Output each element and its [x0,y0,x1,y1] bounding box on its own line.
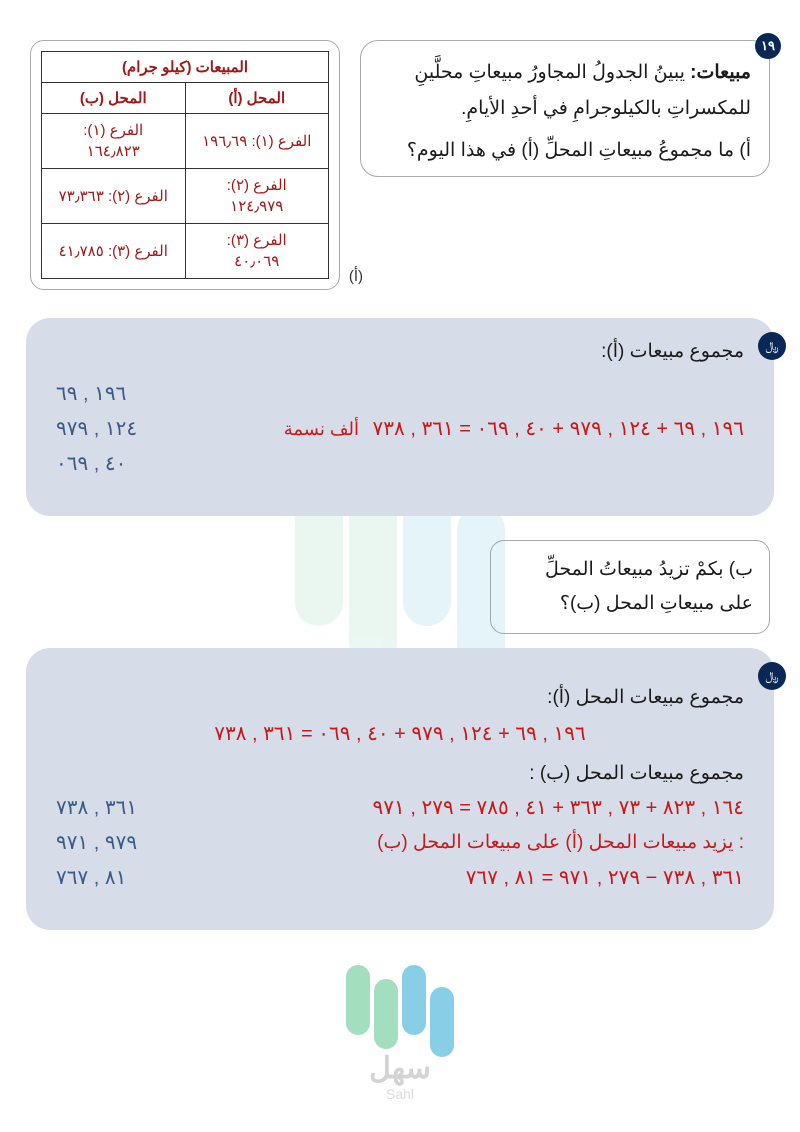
answer-b-title3: يزيد مبيعات المحل (أ) على مبيعات المحل (… [377,831,744,854]
equation-b3: ٣٦١ , ٧٣٨ − ٢٧٩ , ٩٧١ = ٨١ , ٧٦٧ [466,865,744,890]
col-header-a: المحل (أ) [185,83,329,114]
footer-sub: Sahl [386,1086,414,1102]
column-value: ٨١ , ٧٦٧ [56,865,126,890]
question-text: مبيعات: يبينُ الجدولُ المجاورُ مبيعاتِ م… [379,55,751,127]
col-header-b: المحل (ب) [42,83,186,114]
table-row: المحل (أ) المحل (ب) [42,83,329,114]
sub-question-a: أ) ما مجموعُ مبيعاتِ المحلِّ (أ) في هذا … [379,139,751,162]
footer-logo: سهل Sahl [346,965,454,1102]
column-value: ١٢٤ , ٩٧٩ [56,416,137,441]
table-row: الفرع (٢):١٢٤٫٩٧٩ الفرع (٢): ٧٣٫٣٦٣ [42,169,329,224]
footer-name: سهل [369,1051,431,1086]
answer-a-title: مجموع مبيعات (أ): [56,340,744,363]
sales-table: المبيعات (كيلو جرام) المحل (أ) المحل (ب)… [41,51,329,279]
cell: الفرع (٣): ٤١٫٧٨٥ [42,224,186,279]
answer-badge-icon: ﷼ [758,332,786,360]
column-value: ٤٠ , ٠٦٩ [56,451,126,476]
answer-block-a: ﷼ مجموع مبيعات (أ): ١٩٦ , ٦٩ ١٢٤ , ٩٧٩ ١… [26,318,774,516]
answer-block-b: ﷼ مجموع مبيعات المحل (أ): ١٩٦ , ٦٩ + ١٢٤… [26,648,774,930]
cell: الفرع (١):١٦٤٫٨٢٣ [42,114,186,169]
table-header-main: المبيعات (كيلو جرام) [42,52,329,83]
column-value: ٩٧٩ , ٩٧١ [56,830,137,855]
equation-a: ١٩٦ , ٦٩ + ١٢٤ , ٩٧٩ + ٤٠ , ٠٦٩ = ٣٦١ , … [284,416,744,441]
cell: الفرع (٢): ٧٣٫٣٦٣ [42,169,186,224]
table-row: المبيعات (كيلو جرام) [42,52,329,83]
equation-b2: ١٦٤ , ٨٢٣ + ٧٣ , ٣٦٣ + ٤١ , ٧٨٥ = ٢٧٩ , … [373,795,744,820]
table-row: الفرع (١): ١٩٦٫٦٩ الفرع (١):١٦٤٫٨٢٣ [42,114,329,169]
table-row: الفرع (٣):٤٠٫٠٦٩ الفرع (٣): ٤١٫٧٨٥ [42,224,329,279]
equation-b1: ١٩٦ , ٦٩ + ١٢٤ , ٩٧٩ + ٤٠ , ٠٦٩ = ٣٦١ , … [56,721,744,746]
answer-b-title1: مجموع مبيعات المحل (أ): [56,686,744,709]
question-box: ١٩ مبيعات: يبينُ الجدولُ المجاورُ مبيعات… [360,40,770,177]
answer-badge-icon: ﷼ [758,662,786,690]
cell: الفرع (٢):١٢٤٫٩٧٩ [185,169,329,224]
cell: الفرع (٣):٤٠٫٠٦٩ [185,224,329,279]
answer-b-title2: مجموع مبيعات المحل (ب) : [56,762,744,785]
cell: الفرع (١): ١٩٦٫٦٩ [185,114,329,169]
question-number-badge: ١٩ [755,33,781,59]
column-value: ٣٦١ , ٧٣٨ [56,795,137,820]
column-value: ١٩٦ , ٦٩ [56,381,126,406]
table-caption: (أ) [349,267,363,285]
sales-table-wrap: المبيعات (كيلو جرام) المحل (أ) المحل (ب)… [30,40,340,290]
sub-question-b: ب) بكمْ تزيدُ مبيعاتُ المحلِّ على مبيعات… [490,540,770,634]
question-lead: مبيعات: [690,62,751,83]
